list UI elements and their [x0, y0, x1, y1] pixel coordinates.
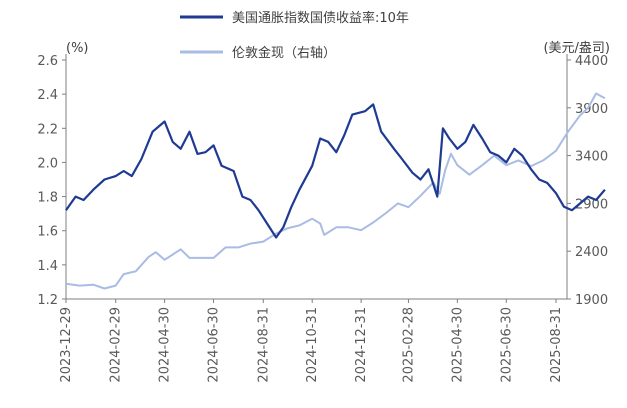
- right-unit-label: (美元/盎司): [543, 41, 610, 56]
- right-tick-label: 1900: [575, 293, 608, 308]
- right-tick-label: 3400: [575, 150, 608, 165]
- x-tick-label: 2025-02-28: [401, 307, 416, 383]
- left-tick-label: 1.6: [37, 225, 58, 240]
- left-tick-label: 2.4: [37, 88, 58, 103]
- x-tick-label: 2024-08-31: [256, 307, 271, 383]
- tips-yield-line: [65, 103, 606, 239]
- x-axis: 2023-12-29 2024-02-29 2024-04-30 2024-06-30…: [59, 299, 564, 383]
- right-tick-label: 2400: [575, 245, 608, 260]
- x-tick-label: 2024-04-30: [158, 307, 173, 383]
- plot-lines: [65, 92, 606, 290]
- legend: 美国通胀指数国债收益率:10年 伦敦金现（右轴）: [180, 10, 409, 61]
- axes-group: [65, 54, 568, 300]
- left-unit-label: (%): [66, 41, 89, 56]
- left-axis: 1.2 1.4 1.6 1.8 2.0 2.2 2.4 2.6: [37, 54, 66, 308]
- left-tick-label: 1.4: [37, 259, 58, 274]
- left-tick-label: 2.0: [37, 156, 58, 171]
- legend-label-gold: 伦敦金现（右轴）: [232, 45, 336, 61]
- x-tick-label: 2024-10-31: [305, 307, 320, 383]
- left-tick-label: 1.2: [37, 293, 58, 308]
- x-tick-label: 2024-12-31: [354, 307, 369, 383]
- gold-price-line: [65, 92, 606, 290]
- x-tick-label: 2025-08-31: [549, 307, 564, 383]
- x-tick-label: 2023-12-29: [59, 307, 74, 383]
- left-tick-label: 2.2: [37, 122, 58, 137]
- x-tick-label: 2025-04-30: [450, 307, 465, 383]
- left-tick-label: 2.6: [37, 54, 58, 69]
- x-tick-label: 2024-06-30: [207, 307, 222, 383]
- x-tick-label: 2025-06-30: [499, 307, 514, 383]
- x-tick-label: 2024-02-29: [109, 307, 124, 383]
- right-tick-label: 4400: [575, 54, 608, 69]
- left-tick-label: 1.8: [37, 191, 58, 206]
- legend-label-tips: 美国通胀指数国债收益率:10年: [232, 10, 409, 26]
